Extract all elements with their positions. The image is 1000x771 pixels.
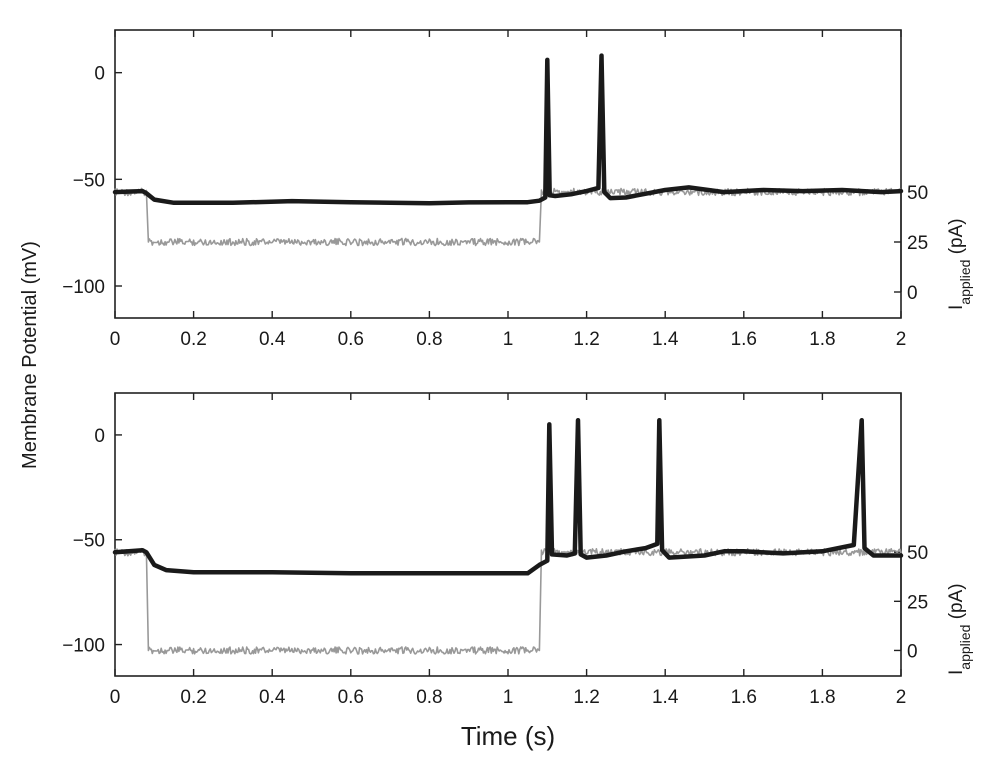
x-tick-label: 0.6 [338, 687, 364, 708]
membrane-potential-trace [112, 53, 904, 206]
x-ticks: 0 0.2 0.4 0.6 0.8 1 1.2 1.4 1.6 1.8 2 [110, 393, 907, 708]
x-tick-label: 1.8 [809, 687, 835, 708]
x-tick-label: 1.6 [731, 687, 757, 708]
x-tick-label: 2 [896, 329, 907, 350]
y-tick-label: −100 [62, 277, 105, 298]
applied-current-trace [114, 547, 902, 655]
y2-tick-label: 25 [907, 592, 928, 613]
x-tick-label: 1.8 [809, 329, 835, 350]
x-tick-label: 0 [110, 329, 121, 350]
panel-top: 0 0.2 0.4 0.6 0.8 1 1.2 1.4 1.6 1.8 2 0 −50 −100 50 2… [62, 29, 973, 350]
traces [112, 418, 904, 655]
y2-tick-label: 50 [907, 543, 928, 564]
y2-axis-title: Iapplied (pA) [946, 218, 973, 310]
x-tick-label: 1 [503, 329, 514, 350]
y2-tick-label: 50 [907, 183, 928, 204]
y2-tick-label: 0 [907, 641, 918, 662]
applied-current-trace [114, 187, 902, 247]
x-tick-label: 0.6 [338, 329, 364, 350]
plot-frame [114, 392, 902, 677]
y-tick-label: 0 [94, 64, 105, 85]
x-tick-label: 0 [110, 687, 121, 708]
y2-axis-title: Iapplied (pA) [946, 583, 973, 675]
x-tick-label: 1.6 [731, 329, 757, 350]
x-tick-label: 0.4 [259, 687, 286, 708]
plot-frame [114, 29, 902, 319]
x-axis-title: Time (s) [461, 721, 555, 751]
y-tick-label: −100 [62, 636, 105, 657]
y2-ticks: 50 25 0 [894, 543, 928, 662]
membrane-potential-trace [112, 418, 904, 576]
x-tick-label: 0.8 [416, 329, 442, 350]
y-ticks: 0 −50 −100 [62, 64, 122, 298]
x-tick-label: 1 [503, 687, 514, 708]
x-tick-label: 2 [896, 687, 907, 708]
x-tick-label: 0.8 [416, 687, 442, 708]
x-ticks: 0 0.2 0.4 0.6 0.8 1 1.2 1.4 1.6 1.8 2 [110, 30, 907, 350]
y2-ticks: 50 25 0 [894, 183, 928, 304]
y-ticks: 0 −50 −100 [62, 426, 122, 657]
x-tick-label: 1.2 [573, 687, 599, 708]
y2-tick-label: 25 [907, 233, 928, 254]
x-tick-label: 1.2 [573, 329, 599, 350]
traces [112, 53, 904, 247]
x-tick-label: 1.4 [652, 329, 679, 350]
x-tick-label: 1.4 [652, 687, 679, 708]
x-tick-label: 0.4 [259, 329, 286, 350]
y-tick-label: 0 [94, 426, 105, 447]
x-tick-label: 0.2 [180, 329, 206, 350]
panel-bottom: 0 0.2 0.4 0.6 0.8 1 1.2 1.4 1.6 1.8 2 0 −50 −100 50 2… [62, 392, 973, 708]
y-tick-label: −50 [73, 531, 105, 552]
y-axis-title: Membrane Potential (mV) [19, 241, 41, 469]
y-tick-label: −50 [73, 170, 105, 191]
x-tick-label: 0.2 [180, 687, 206, 708]
y2-tick-label: 0 [907, 283, 918, 304]
